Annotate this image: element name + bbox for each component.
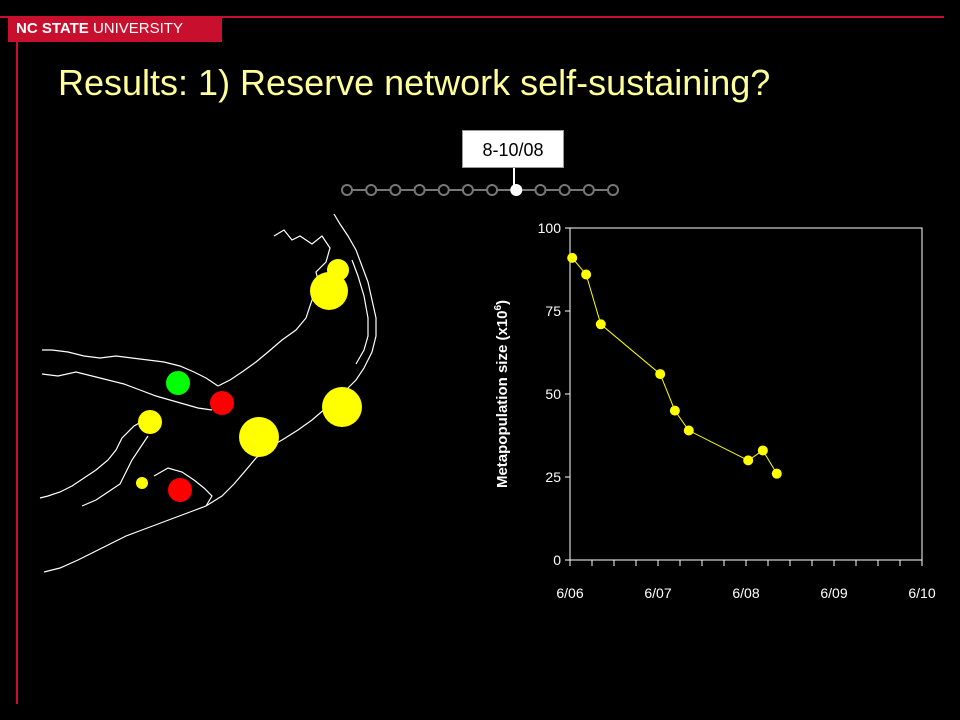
data-point <box>595 319 606 330</box>
coastline-map <box>39 213 377 573</box>
timeline-node <box>607 184 619 196</box>
left-rule <box>16 18 18 704</box>
site-marker <box>136 477 148 489</box>
x-tick-label: 6/10 <box>908 585 935 601</box>
timeline-node <box>510 184 523 196</box>
logo-bold-text: NC STATE <box>16 20 89 37</box>
data-point <box>655 369 666 380</box>
y-axis-label-sup: 6 <box>493 305 504 311</box>
data-point <box>743 455 754 466</box>
site-marker <box>310 272 348 310</box>
river-estuary-2 <box>41 371 213 411</box>
river-estuary-1 <box>42 349 219 387</box>
timeline-date-label: 8-10/08 <box>462 130 564 168</box>
timeline-node <box>558 184 571 196</box>
data-point <box>683 425 694 436</box>
x-tick-label: 6/09 <box>820 585 847 601</box>
timeline-nodes <box>341 184 619 196</box>
chart: 0 25 50 75 100 6/06 6/07 6/08 6/09 6/10 Metapopu… <box>493 220 936 601</box>
data-point <box>669 405 680 416</box>
data-point <box>757 445 768 456</box>
y-tick-label: 25 <box>545 469 561 485</box>
x-tick-label: 6/07 <box>644 585 671 601</box>
slide-title: Results: 1) Reserve network self-sustain… <box>58 62 771 103</box>
y-axis-label-end: ) <box>494 300 511 305</box>
site-marker <box>166 371 190 395</box>
timeline-node <box>341 184 353 196</box>
timeline-node <box>365 184 378 196</box>
logo-thin-text: UNIVERSITY <box>92 20 183 37</box>
timeline-node <box>413 184 426 196</box>
site-marker <box>168 478 192 502</box>
timeline-node <box>534 184 547 196</box>
outer-banks <box>351 259 369 365</box>
y-tick-label: 75 <box>545 303 561 319</box>
top-rule <box>0 16 944 18</box>
y-tick-label: 50 <box>545 386 561 402</box>
site-markers <box>136 259 362 502</box>
data-point <box>581 269 592 280</box>
data-point <box>567 252 578 263</box>
outer-coastline <box>43 213 377 573</box>
site-marker <box>239 417 279 457</box>
y-axis-label: Metapopulation size (x106) <box>493 300 511 488</box>
university-logo: NC STATE UNIVERSITY <box>8 16 222 42</box>
y-tick-label: 100 <box>538 220 562 236</box>
timeline-node <box>437 184 450 196</box>
sound-shore-south <box>153 467 213 507</box>
data-point <box>771 468 782 479</box>
timeline-node <box>461 184 474 196</box>
site-marker <box>322 387 362 427</box>
site-marker <box>210 391 234 415</box>
plot-area <box>569 227 923 561</box>
series-points <box>567 252 782 479</box>
timeline-node <box>582 184 595 196</box>
x-tick-label: 6/06 <box>556 585 583 601</box>
y-tick-label: 0 <box>553 552 561 568</box>
y-axis-label-main: Metapopulation size (x10 <box>494 311 511 489</box>
sound-shore-north <box>217 229 331 387</box>
x-tick-label: 6/08 <box>732 585 759 601</box>
timeline-node <box>389 184 402 196</box>
river-estuary-4 <box>81 435 149 507</box>
y-axis: 0 25 50 75 100 <box>538 220 570 568</box>
x-axis: 6/06 6/07 6/08 6/09 6/10 <box>556 560 936 601</box>
timeline-node <box>486 184 499 196</box>
site-marker <box>138 410 162 434</box>
river-estuary-3 <box>39 417 149 499</box>
